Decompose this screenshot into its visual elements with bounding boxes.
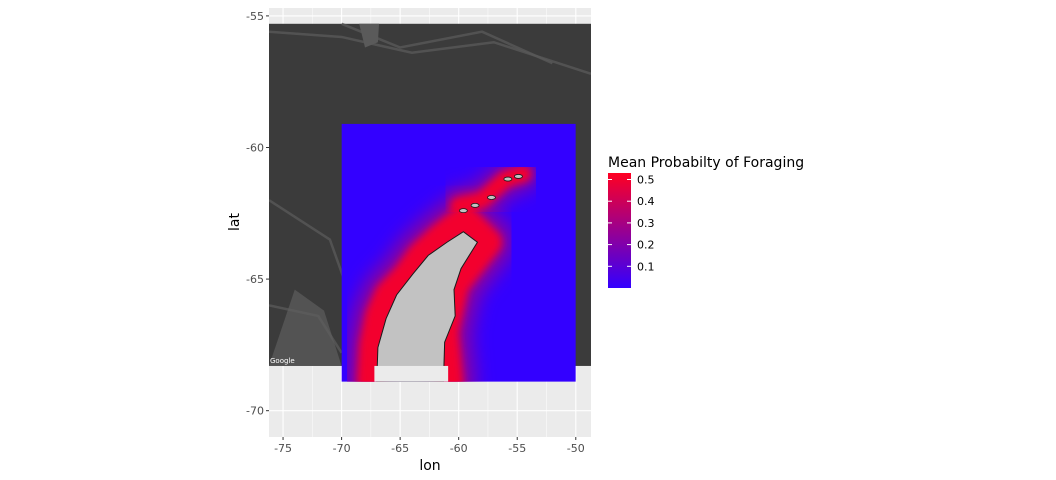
- y-tick-label: -55: [246, 10, 264, 23]
- x-axis: -75 -70 -65 -60 -55 -50: [274, 437, 585, 455]
- island-land: [487, 195, 496, 200]
- legend-label: 0.1: [637, 260, 655, 273]
- y-axis-title: lat: [227, 213, 243, 231]
- island-land: [458, 208, 468, 214]
- x-tick-label: -70: [333, 442, 351, 455]
- x-tick-label: -60: [450, 442, 468, 455]
- legend-label: 0.3: [637, 217, 655, 230]
- island-land: [503, 176, 513, 182]
- antarctic-peninsula-land: [376, 231, 479, 382]
- legend-title: Mean Probabilty of Foraging: [608, 155, 804, 171]
- legend-label: 0.4: [637, 195, 655, 208]
- basemap-shelf: [269, 289, 342, 366]
- legend: Mean Probabilty of Foraging 0.5 0.4 0.3 0.2…: [608, 155, 804, 288]
- basemap-attribution: Google: [270, 357, 295, 365]
- legend-ticks: 0.5 0.4 0.3 0.2 0.1: [608, 174, 655, 273]
- x-tick-label: -55: [508, 442, 526, 455]
- island-land: [514, 174, 523, 179]
- y-axis: -55 -60 -65 -70: [246, 10, 269, 418]
- x-tick-label: -75: [274, 442, 292, 455]
- legend-label: 0.2: [637, 239, 655, 252]
- basemap-land-patch: [359, 23, 380, 48]
- raster-no-data-gap: [374, 365, 449, 382]
- y-tick-label: -70: [246, 405, 264, 418]
- x-axis-title: lon: [419, 458, 440, 474]
- island-land: [470, 202, 480, 208]
- x-tick-label: -65: [391, 442, 409, 455]
- legend-label: 0.5: [637, 174, 655, 187]
- x-tick-label: -50: [567, 442, 585, 455]
- y-tick-label: -60: [246, 141, 264, 154]
- raster-body: [341, 123, 576, 382]
- legend-colorbar: [608, 173, 631, 288]
- foraging-probability-raster: [341, 123, 576, 382]
- y-tick-label: -65: [246, 273, 264, 286]
